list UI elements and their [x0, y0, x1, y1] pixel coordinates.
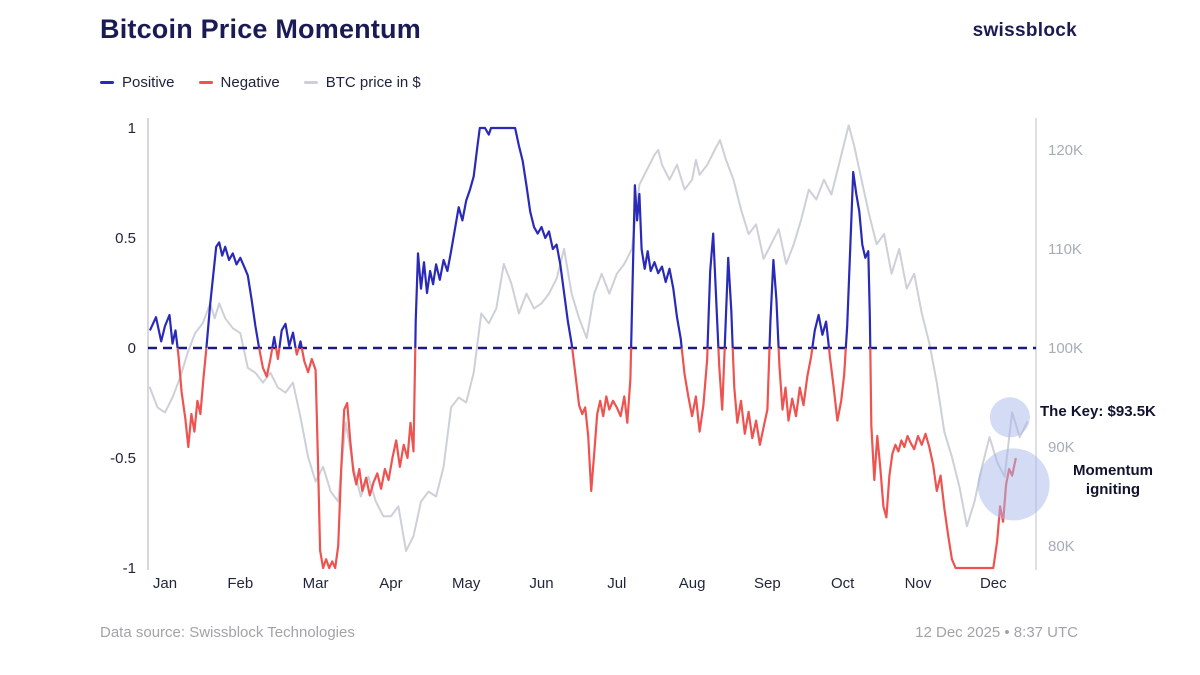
svg-text:0.5: 0.5	[115, 230, 136, 247]
legend-item-positive: Positive	[100, 74, 175, 91]
svg-text:Sep: Sep	[754, 575, 781, 592]
legend-item-negative: Negative	[198, 74, 280, 91]
svg-text:Jun: Jun	[529, 575, 553, 592]
legend-label-btc-price: BTC price in $	[325, 74, 421, 91]
svg-text:110K: 110K	[1048, 241, 1082, 258]
svg-text:Aug: Aug	[679, 575, 706, 592]
svg-text:-1: -1	[123, 560, 136, 577]
svg-text:Feb: Feb	[227, 575, 253, 592]
btc-price-line-marker-icon	[303, 81, 318, 84]
legend-label-negative: Negative	[220, 74, 280, 91]
data-source-note: Data source: Swissblock Technologies	[100, 624, 355, 641]
momentum-igniting-annotation: Momentum igniting	[1073, 462, 1153, 498]
svg-text:80K: 80K	[1048, 538, 1075, 555]
chart-axes: 1 0.5 0 -0.5 -1 120K 110K 100K 90K 80K Jan Feb Mar Ap…	[110, 118, 1083, 592]
svg-text:May: May	[452, 575, 481, 592]
svg-text:Jan: Jan	[153, 575, 177, 592]
timestamp: 12 Dec 2025 • 8:37 UTC	[915, 624, 1078, 641]
svg-text:Nov: Nov	[905, 575, 932, 592]
svg-text:Apr: Apr	[379, 575, 402, 592]
svg-text:Dec: Dec	[980, 575, 1007, 592]
negative-line-marker-icon	[198, 81, 213, 84]
momentum-igniting-highlight	[977, 448, 1050, 521]
svg-text:1: 1	[128, 120, 136, 137]
svg-text:0: 0	[128, 340, 136, 357]
svg-text:100K: 100K	[1048, 340, 1083, 357]
svg-text:-0.5: -0.5	[110, 450, 136, 467]
legend-item-btc-price: BTC price in $	[303, 74, 421, 91]
svg-text:120K: 120K	[1048, 142, 1083, 159]
key-price-annotation: The Key: $93.5K	[1040, 403, 1156, 420]
svg-text:Oct: Oct	[831, 575, 855, 592]
key-price-highlight	[989, 397, 1030, 438]
page-title: Bitcoin Price Momentum	[100, 14, 421, 44]
legend-label-positive: Positive	[122, 74, 175, 91]
chart-legend: Positive Negative BTC price in $	[100, 74, 421, 91]
svg-text:90K: 90K	[1048, 439, 1075, 456]
momentum-line	[148, 126, 1017, 570]
svg-text:Jul: Jul	[607, 575, 626, 592]
svg-text:Mar: Mar	[303, 575, 329, 592]
btc-price-line	[148, 124, 1029, 552]
positive-line-marker-icon	[100, 81, 114, 84]
swissblock-logo: swissblock	[972, 20, 1077, 41]
